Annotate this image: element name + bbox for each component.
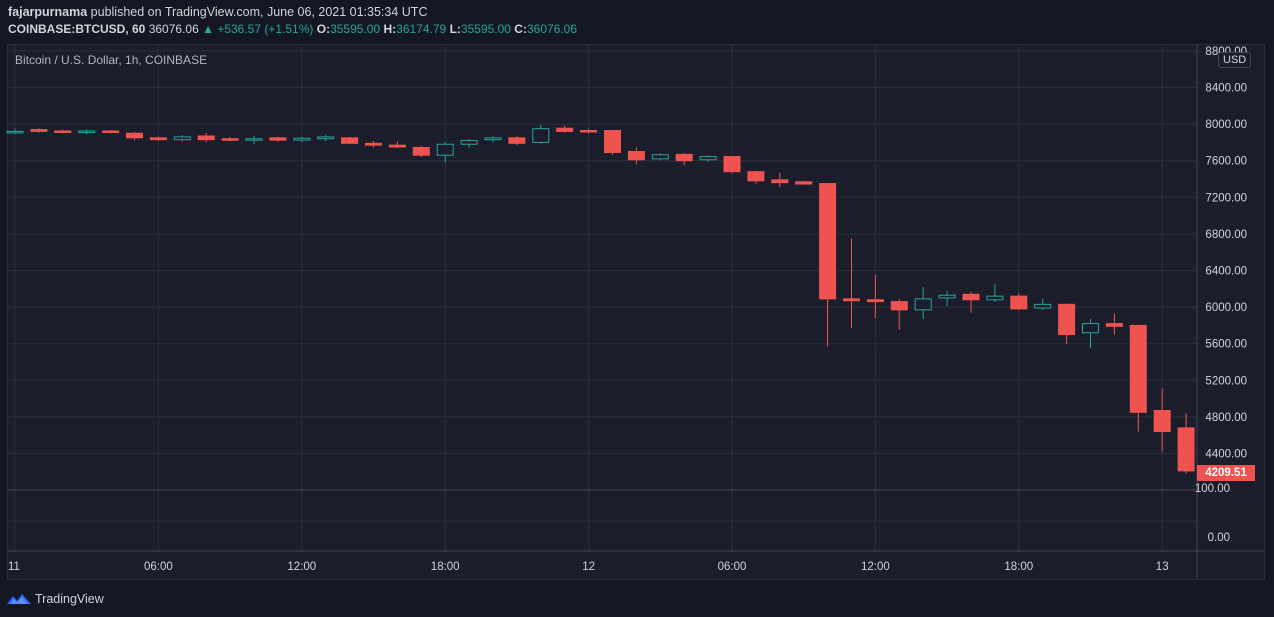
candle-body (460, 140, 478, 145)
open-label: O: (316, 22, 331, 36)
brand-label: TradingView (35, 592, 104, 606)
y-tick-label: 8400.00 (1205, 83, 1247, 95)
lower-pane-tick-label: 100.00 (1195, 483, 1230, 495)
candle-body (962, 293, 980, 301)
last-price-label: 4209.51 (1197, 465, 1255, 481)
candle-body (1010, 295, 1028, 310)
change-value: ▲ +536.57 (+1.51%) (202, 22, 314, 36)
candle-body (126, 132, 143, 139)
candle-body (723, 156, 741, 173)
candle-body (651, 154, 669, 160)
candle-body (866, 299, 884, 303)
chart-panel[interactable] (7, 44, 1265, 580)
candle-body (1129, 324, 1147, 413)
x-tick-label: 18:00 (431, 561, 460, 573)
candle-body (1034, 303, 1052, 309)
candle-body (699, 156, 717, 161)
candle-body (890, 301, 908, 311)
x-tick-label: 12:00 (861, 561, 890, 573)
candle-body (173, 136, 191, 141)
y-tick-label: 4400.00 (1205, 449, 1247, 461)
y-tick-label: 4800.00 (1205, 412, 1247, 424)
candle-body (245, 138, 263, 141)
candle-body (269, 137, 287, 141)
footer-bar (0, 581, 1274, 617)
candle-body (317, 136, 335, 140)
candle-body (508, 137, 526, 144)
x-tick-label: 06:00 (144, 561, 173, 573)
y-tick-label: 6000.00 (1205, 302, 1247, 314)
x-tick-label: 12 (582, 561, 595, 573)
candle-body (484, 137, 502, 141)
publish-info: fajarpurnama published on TradingView.co… (8, 5, 427, 19)
close-value: 36076.06 (526, 22, 578, 36)
y-tick-label: 8000.00 (1205, 119, 1247, 131)
candle-body (149, 137, 167, 141)
tradingview-brand[interactable]: TradingView (7, 590, 104, 608)
open-value: 35595.00 (330, 22, 381, 36)
tradingview-logo-icon (7, 594, 31, 604)
candle-body (221, 138, 239, 141)
chart-title: Bitcoin / U.S. Dollar, 1h, COINBASE (15, 53, 208, 67)
y-tick-label: 5200.00 (1205, 375, 1247, 387)
candle-body (293, 137, 311, 141)
candle-body (1058, 303, 1076, 336)
candle-body (436, 143, 454, 156)
x-tick-label: 13 (1156, 561, 1169, 573)
candle-body (102, 130, 120, 133)
candle-body (604, 130, 621, 153)
candle-body (938, 294, 956, 299)
y-tick-label: 7200.00 (1205, 192, 1247, 204)
candle-body (1082, 323, 1099, 334)
candle-body (747, 171, 765, 182)
y-tick-label: 5600.00 (1205, 339, 1247, 351)
currency-badge[interactable]: USD (1218, 52, 1252, 68)
candle-body (1105, 323, 1123, 327)
ohlc-legend: COINBASE:BTCUSD, 60 36076.06 ▲ +536.57 (… (8, 22, 577, 36)
candle-body (819, 183, 837, 300)
candle-body (1153, 409, 1171, 433)
candle-body (986, 295, 1004, 301)
candle-body (341, 137, 359, 144)
header-bar: fajarpurnama published on TradingView.co… (0, 0, 1274, 44)
lower-pane-tick-label: 0.00 (1208, 532, 1230, 544)
candle-body (675, 153, 693, 162)
candle-body (30, 129, 48, 132)
x-tick-label: 18:00 (1004, 561, 1033, 573)
candle-body (580, 130, 598, 133)
y-tick-label: 6800.00 (1205, 229, 1247, 241)
high-value: 36174.79 (396, 22, 447, 36)
low-value: 35595.00 (460, 22, 511, 36)
author-name[interactable]: fajarpurnama (8, 5, 88, 19)
x-tick-label: 11 (8, 561, 20, 573)
candle-body (532, 128, 550, 143)
candle-body (388, 144, 406, 148)
candle-body (1177, 427, 1195, 472)
candle-body (6, 130, 24, 134)
publish-text: published on TradingView.com, June 06, 2… (87, 5, 428, 19)
close-label: C: (514, 22, 527, 36)
candle-body (365, 142, 382, 146)
symbol-label: COINBASE:BTCUSD, 60 (8, 22, 146, 36)
x-tick-label: 12:00 (287, 561, 316, 573)
candle-body (556, 127, 574, 132)
candle-body (914, 298, 932, 311)
candle-body (771, 179, 789, 184)
low-label: L: (449, 22, 461, 36)
candle-body (627, 151, 645, 161)
candle-body (795, 181, 813, 185)
price-value: 36076.06 (148, 22, 199, 36)
candle-body (197, 135, 215, 141)
x-tick-label: 06:00 (718, 561, 747, 573)
candle-body (78, 130, 96, 133)
high-label: H: (383, 22, 397, 36)
candle-body (412, 146, 430, 156)
y-tick-label: 6400.00 (1205, 266, 1247, 278)
y-tick-label: 7600.00 (1205, 156, 1247, 168)
candle-body (54, 130, 72, 133)
candle-body (843, 298, 860, 302)
